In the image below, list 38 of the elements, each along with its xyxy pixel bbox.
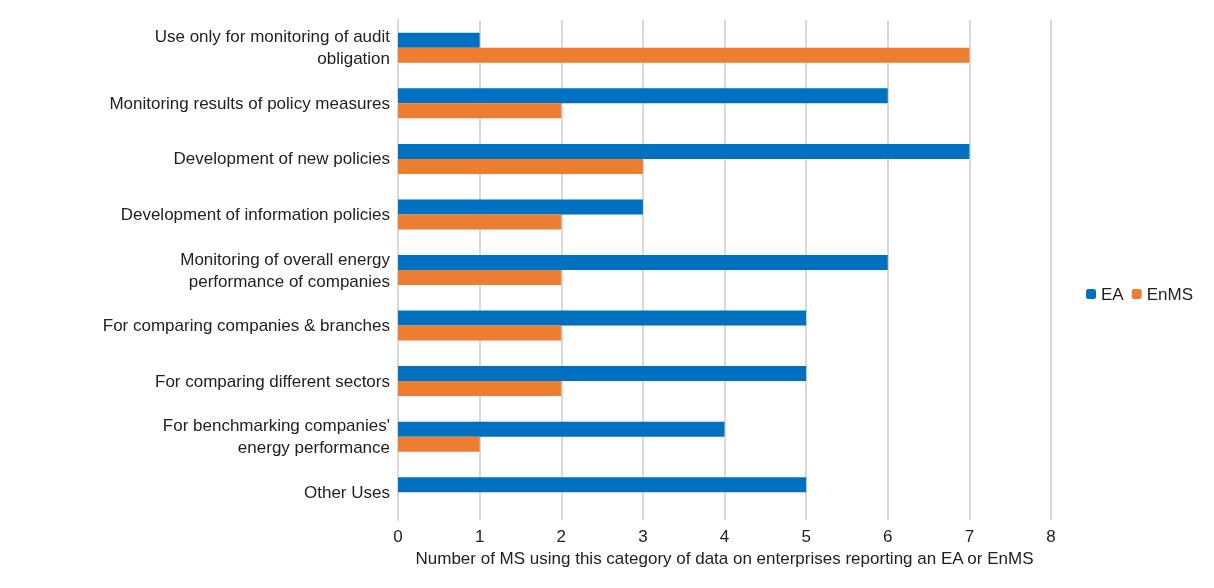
bar [398, 255, 888, 270]
bar [398, 47, 970, 63]
x-tick-label: 1 [474, 527, 485, 546]
x-axis-title: Number of MS using this category of data on enterprises reporting an EA or EnMS [415, 549, 1034, 568]
bar [398, 366, 807, 382]
x-tick-label: 3 [638, 527, 648, 546]
x-tick-label: 5 [801, 527, 811, 546]
x-tick-label: 0 [393, 527, 403, 546]
bar [398, 143, 970, 159]
y-tick-label: Monitoring of overall energy performance of companies [180, 249, 391, 291]
bar [398, 310, 807, 326]
bar [398, 32, 480, 48]
bar [398, 199, 643, 215]
y-tick-label: Development of information policies [120, 204, 390, 224]
bar [398, 214, 562, 230]
bar [398, 436, 480, 452]
bar [398, 477, 807, 493]
bar [398, 158, 643, 174]
bar [398, 325, 562, 341]
y-tick-label: For benchmarking companies' energy performance [162, 416, 390, 458]
bar [398, 381, 562, 397]
x-tick-label: 6 [883, 527, 893, 546]
bar [398, 270, 562, 285]
bar [398, 421, 725, 437]
y-tick-label: Use only for monitoring of audit obligation [154, 27, 391, 69]
x-tick-label: 7 [964, 527, 975, 546]
y-tick-label: Other Uses [304, 482, 390, 502]
y-tick-label: For comparing different sectors [155, 371, 390, 391]
x-tick-label: 4 [719, 527, 730, 546]
legend-label: EA [1101, 284, 1125, 304]
y-tick-label: Monitoring results of policy measures [109, 93, 390, 113]
x-tick-label: 2 [556, 527, 566, 546]
legend-label: EnMS [1146, 284, 1193, 304]
bar [398, 88, 888, 104]
y-tick-label: Development of new policies [173, 149, 390, 169]
x-tick-label: 8 [1046, 527, 1056, 546]
y-tick-label: For comparing companies & branches [102, 316, 390, 336]
bar [398, 103, 562, 119]
